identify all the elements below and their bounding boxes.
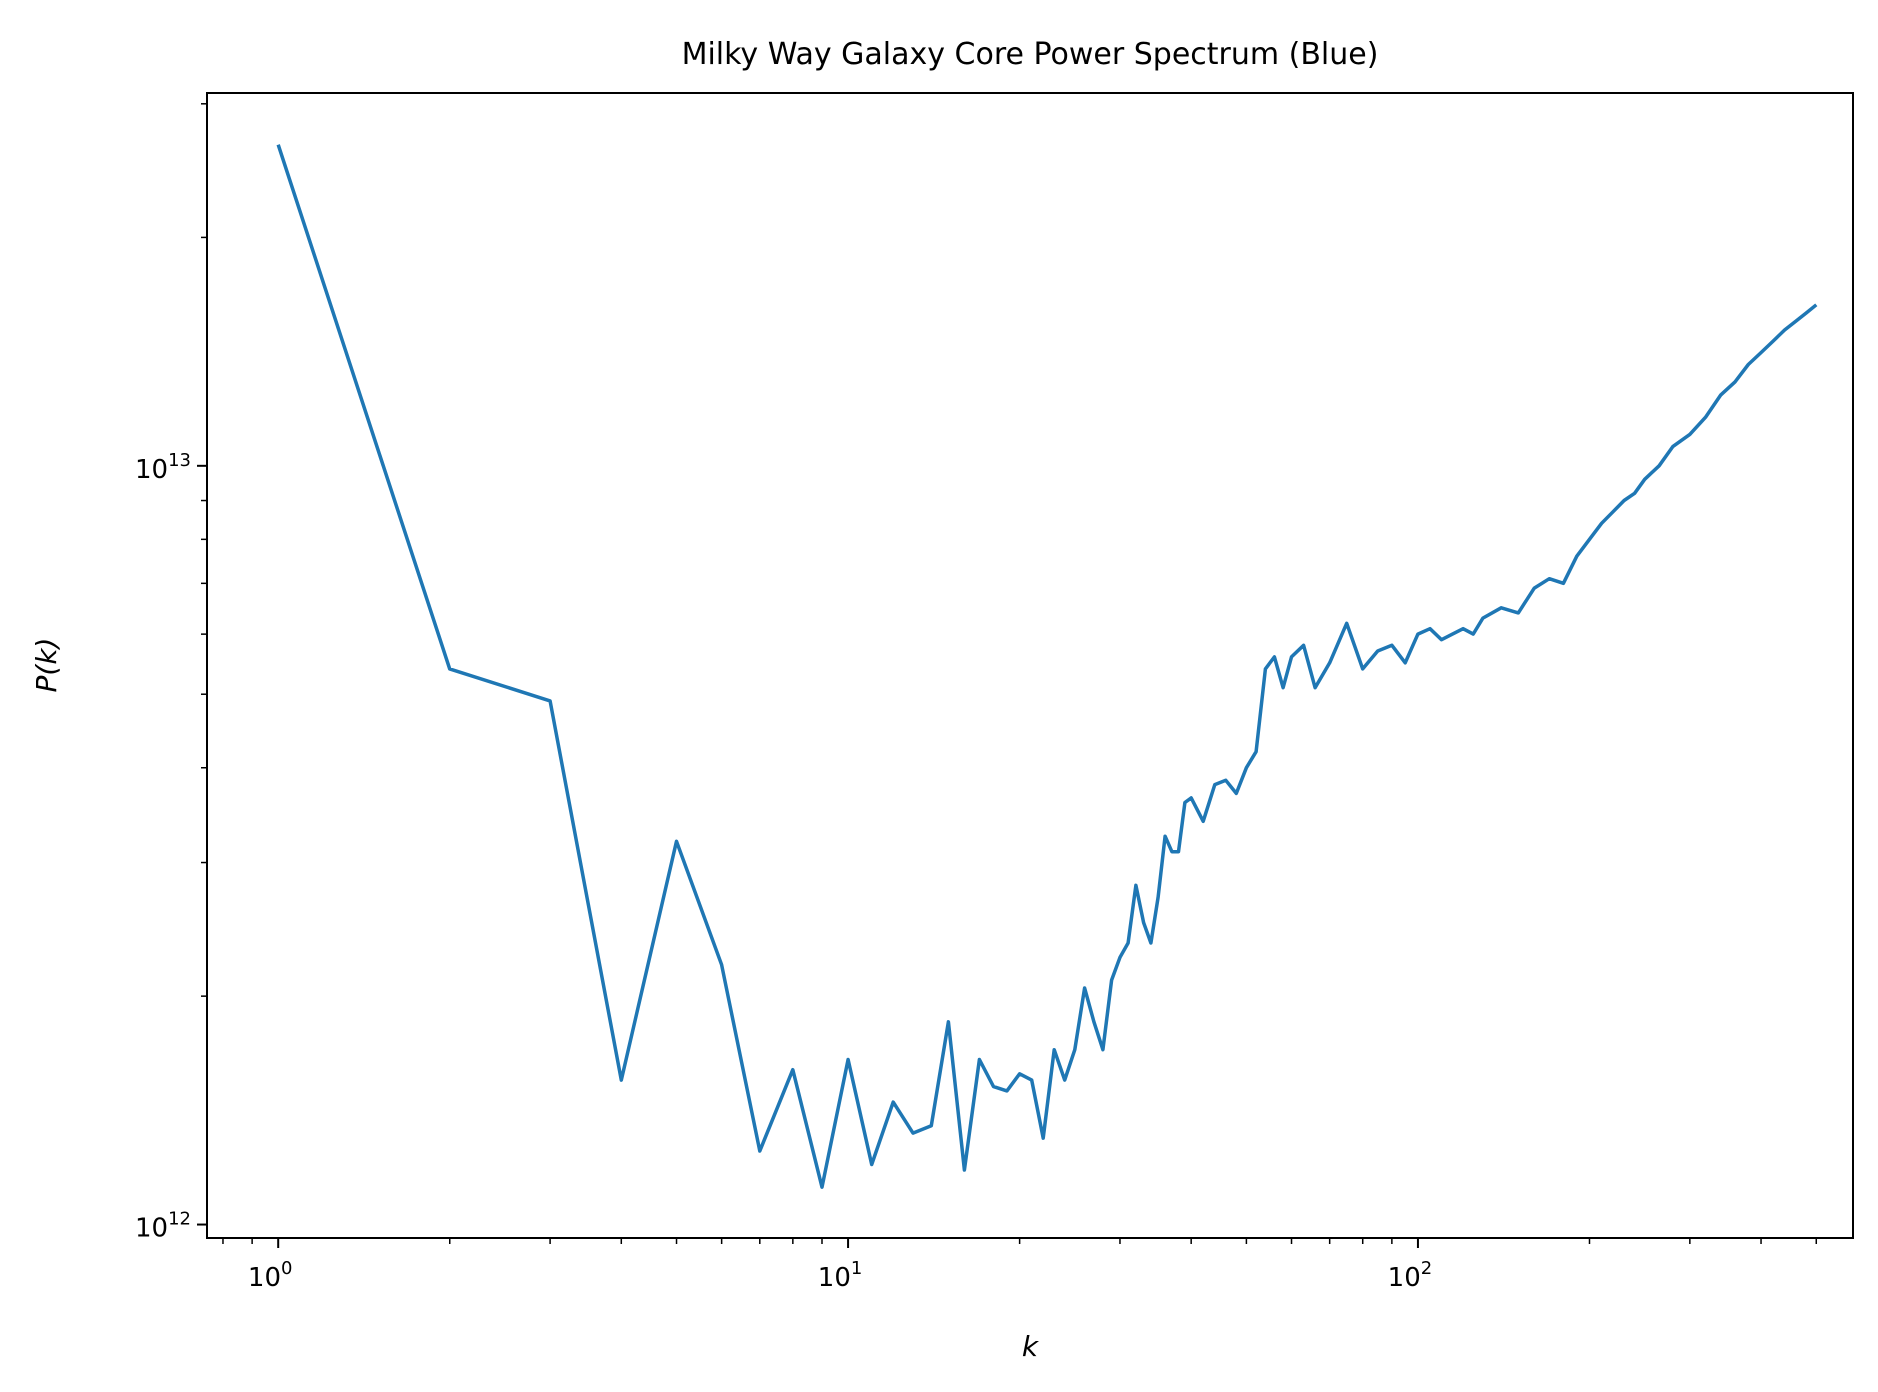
x-tick-label: 102: [1388, 1258, 1433, 1293]
y-axis: 1012 1013: [135, 103, 207, 1244]
y-tick-label: 1013: [135, 450, 191, 485]
x-tick-label: 101: [818, 1258, 863, 1293]
series-line-0: [276, 144, 1818, 1189]
x-axis-label: k: [1022, 1330, 1040, 1363]
plot-frame: [206, 92, 1854, 1239]
x-tick-label: 100: [248, 1258, 293, 1293]
chart-title: Milky Way Galaxy Core Power Spectrum (Bl…: [682, 37, 1379, 72]
series-layer: [276, 144, 1818, 1189]
y-axis-label: P(k): [30, 638, 63, 693]
y-tick-label: 1012: [135, 1209, 191, 1244]
x-axis: 100 101 102: [222, 1238, 1818, 1293]
